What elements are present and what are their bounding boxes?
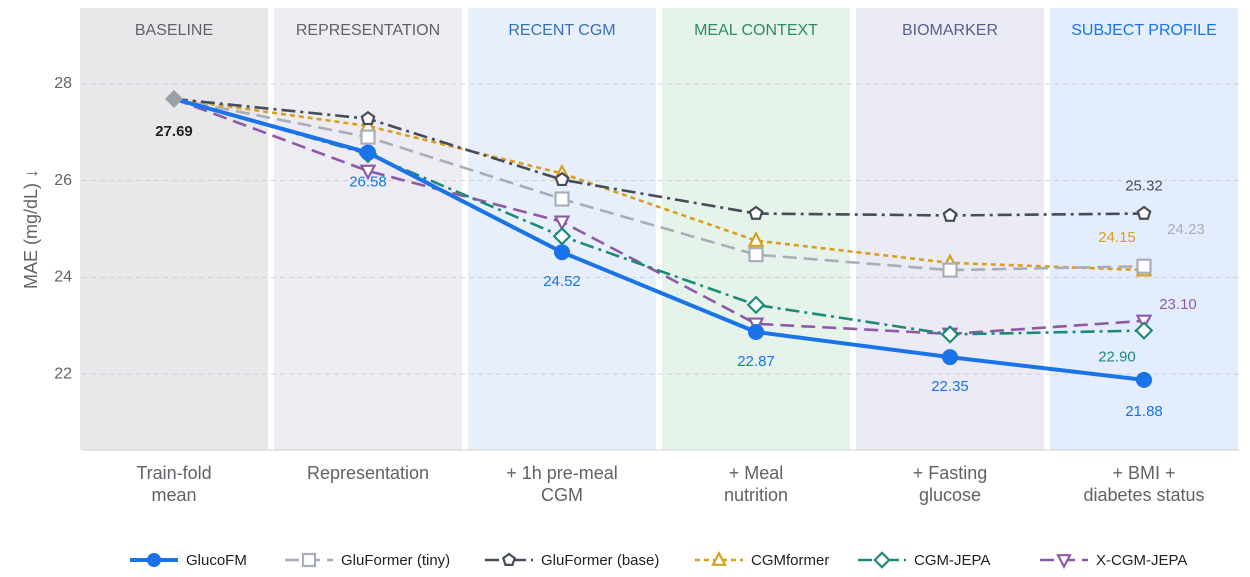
data-point [552, 226, 572, 246]
band [274, 8, 462, 450]
data-point [554, 191, 570, 207]
data-point [748, 324, 764, 341]
data-label: 24.15 [1098, 229, 1136, 246]
data-label: 23.10 [1159, 296, 1197, 313]
series-line [173, 97, 1145, 272]
legend-label: CGMformer [751, 552, 829, 569]
data-label: 22.87 [737, 353, 775, 370]
data-label: 26.58 [349, 174, 387, 191]
data-point [942, 349, 958, 366]
data-point [1134, 321, 1154, 340]
legend-marker [147, 553, 161, 567]
data-point [360, 144, 376, 161]
x-tick-label: Representation [306, 463, 430, 483]
data-label: 25.32 [1125, 177, 1163, 194]
band-label: MEAL CONTEXT [694, 22, 818, 39]
band-label: BIOMARKER [902, 22, 998, 39]
y-tick-label: 22 [54, 365, 72, 382]
data-point [746, 295, 766, 315]
legend-label: GlucoFM [186, 552, 247, 569]
legend-marker [301, 552, 317, 568]
data-point [1136, 205, 1152, 220]
baseline-point [165, 89, 183, 108]
legend-label: X-CGM-JEPA [1096, 552, 1187, 569]
data-point [553, 215, 571, 232]
data-point [554, 244, 570, 261]
legend-marker [873, 551, 891, 569]
data-label: 21.88 [1125, 403, 1163, 420]
data-point [1136, 258, 1152, 274]
data-point [942, 262, 958, 278]
data-point [747, 231, 765, 247]
data-point [360, 129, 376, 145]
band-label: SUBJECT PROFILE [1071, 22, 1217, 39]
series-line [173, 97, 1145, 336]
data-label: 22.35 [931, 378, 969, 395]
x-tick-label: + BMI + diabetes status [1083, 463, 1205, 505]
band [856, 8, 1044, 450]
y-tick-label: 28 [54, 75, 72, 92]
data-point [1136, 371, 1152, 388]
band-label: BASELINE [135, 22, 213, 39]
series-line [173, 97, 1145, 217]
data-label: 24.52 [543, 273, 581, 290]
data-point [940, 325, 960, 344]
legend-marker [502, 552, 516, 566]
series-line [173, 97, 1145, 272]
x-tick-label: + 1h pre-meal CGM [506, 463, 618, 505]
x-tick-label: Train-fold mean [136, 463, 212, 505]
data-label: 24.23 [1167, 221, 1205, 238]
y-tick-label: 24 [54, 269, 72, 286]
series-line [173, 96, 1145, 382]
legend-marker [1056, 554, 1072, 569]
data-point [748, 247, 764, 263]
band-label: REPRESENTATION [296, 22, 440, 39]
data-point [942, 207, 958, 222]
band-label: RECENT CGM [508, 22, 615, 39]
band [662, 8, 850, 450]
band [80, 8, 268, 450]
data-point [748, 205, 764, 220]
data-label: 27.69 [155, 123, 193, 140]
legend-marker [711, 551, 727, 566]
y-axis-label: MAE (mg/dL) ↓ [21, 169, 41, 289]
y-tick-label: 26 [54, 172, 72, 189]
legend-label: CGM-JEPA [914, 552, 990, 569]
legend-label: GluFormer (base) [541, 552, 659, 569]
data-point [360, 110, 376, 126]
data-point [359, 164, 377, 181]
x-tick-label: + Fasting glucose [912, 463, 988, 505]
x-tick-label: + Meal nutrition [723, 463, 789, 505]
data-label: 22.90 [1098, 349, 1136, 366]
legend-label: GluFormer (tiny) [341, 552, 450, 569]
data-point [554, 171, 570, 187]
